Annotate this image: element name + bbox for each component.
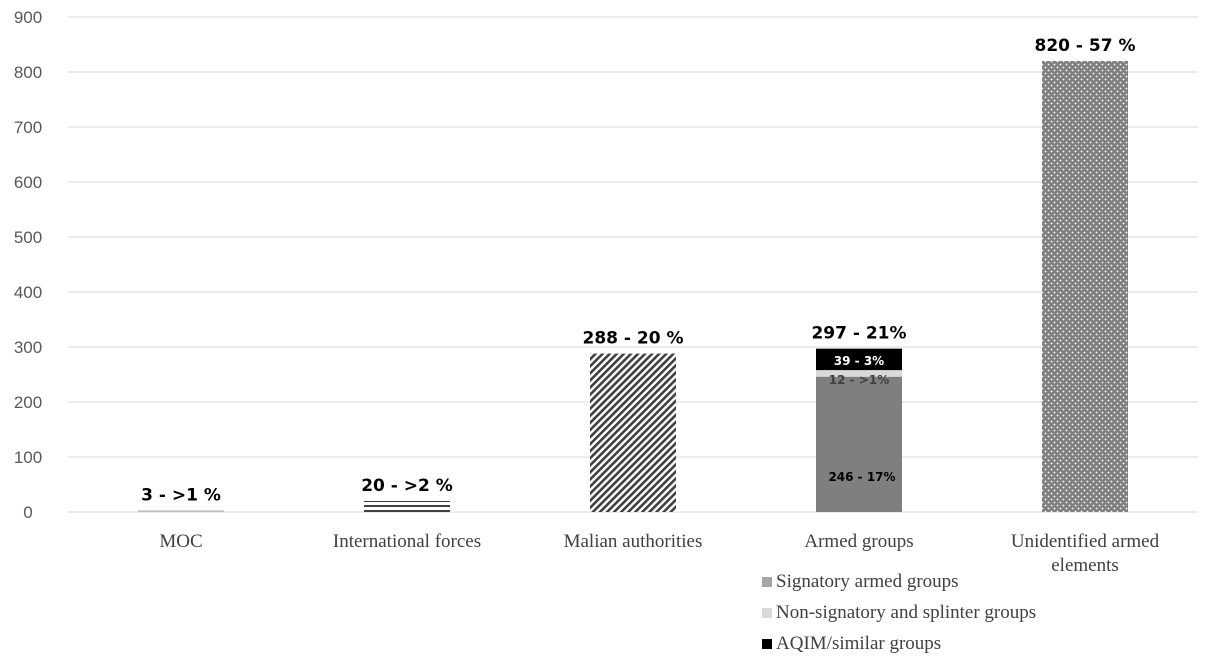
bar-data-label: 297 - 21% [811, 324, 906, 344]
y-tick-label: 400 [14, 283, 42, 302]
bars: 3 - >1 % 20 - >2 % 288 - 20 % 246 - 17% 12 -… [138, 36, 1136, 512]
legend-item-aqim: AQIM/similar groups [762, 628, 1036, 659]
bar-segment [816, 370, 902, 377]
y-axis: 0 100 200 300 400 500 600 700 800 900 [14, 8, 42, 522]
y-tick-label: 500 [14, 228, 42, 247]
bar-data-label: 288 - 20 % [583, 329, 684, 349]
bar-data-label: 20 - >2 % [361, 476, 453, 496]
bar [138, 510, 224, 512]
legend-label: AQIM/similar groups [776, 632, 942, 654]
y-tick-label: 600 [14, 173, 42, 192]
bar-segment [816, 348, 902, 371]
segment-data-label: 39 - 3% [834, 354, 884, 368]
segment-data-label: 12 - >1% [829, 373, 889, 387]
bar-segment [816, 376, 902, 512]
bar-data-label: 3 - >1 % [141, 485, 221, 505]
y-tick-label: 700 [14, 118, 42, 137]
x-category-label: elements [1051, 555, 1119, 576]
y-tick-label: 100 [14, 448, 42, 467]
bar-data-label: 820 - 57 % [1035, 36, 1136, 56]
segment-data-label: 246 - 17% [828, 470, 895, 484]
legend-swatch [762, 607, 772, 618]
bar [364, 501, 450, 512]
x-axis: MOC International forces Malian authoritie… [159, 531, 1159, 576]
x-category-label: International forces [333, 531, 481, 552]
y-tick-label: 200 [14, 393, 42, 412]
legend-label: Non-signatory and splinter groups [776, 601, 1037, 623]
x-category-label: Unidentified armed [1011, 531, 1160, 552]
gridlines [68, 16, 1198, 513]
legend-item-non-signatory: Non-signatory and splinter groups [762, 597, 1036, 628]
y-tick-label: 800 [14, 63, 42, 82]
legend-swatch [762, 576, 772, 587]
y-tick-label: 900 [14, 8, 42, 27]
bar [1042, 61, 1128, 512]
x-category-label: Malian authorities [564, 531, 703, 552]
legend: Signatory armed groups Non-signatory and… [762, 566, 1036, 659]
legend-label: Signatory armed groups [776, 570, 959, 592]
x-category-label: Armed groups [804, 531, 913, 552]
legend-swatch [762, 638, 772, 649]
bar [590, 353, 676, 512]
y-tick-label: 0 [23, 503, 32, 522]
legend-item-signatory: Signatory armed groups [762, 566, 1036, 597]
x-category-label: MOC [159, 531, 202, 552]
y-tick-label: 300 [14, 338, 42, 357]
